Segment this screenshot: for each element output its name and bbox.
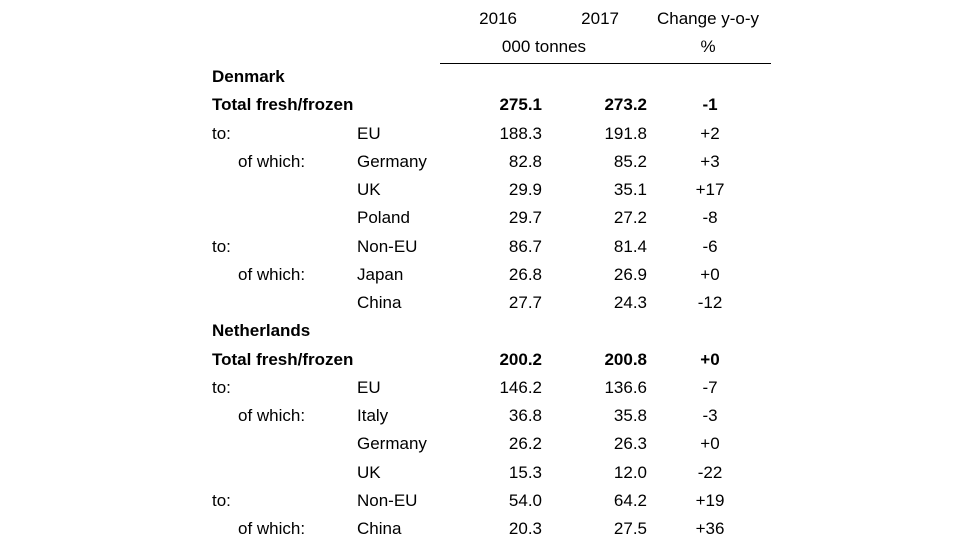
value-2017: 27.5 [613,519,647,538]
change-yoy: +36 [695,519,725,538]
value-2017: 136.6 [604,377,647,397]
value-2016: 36.8 [508,406,542,425]
change-yoy: +3 [700,151,720,171]
row-label: Total fresh/frozen [212,349,354,369]
table-row: UK 29.9 35.1 +17 [0,176,978,204]
value-2017: 85.2 [613,151,647,171]
destination: China [357,293,402,312]
country-name: Denmark [212,67,285,86]
value-2017: 35.1 [613,180,647,199]
header-rule [440,63,771,64]
destination: Non-EU [357,236,418,256]
value-2016: 200.2 [499,349,542,369]
value-2017: 200.8 [604,349,647,369]
value-2016: 20.3 [508,519,542,538]
table-row: UK 15.3 12.0 -22 [0,459,978,487]
table-row: to: Non-EU 54.0 64.2 +19 [0,487,978,515]
destination: Non-EU [357,490,418,510]
change-yoy: -3 [702,406,718,425]
destination: EU [357,123,381,143]
change-yoy: -12 [697,293,723,312]
country-name: Netherlands [212,321,311,341]
destination: China [357,519,402,538]
destination: Germany [357,151,427,171]
change-yoy: +17 [695,180,725,199]
change-yoy: -7 [702,377,718,397]
country-heading: Netherlands [0,317,978,345]
change-yoy: +19 [695,490,725,510]
value-2016: 26.8 [508,264,542,284]
row-label: to: [212,490,231,510]
header-change: Change y-o-y [656,9,760,28]
table-row: China 27.7 24.3 -12 [0,289,978,317]
destination: Germany [357,434,427,454]
value-2017: 24.3 [613,293,647,312]
country-heading: Denmark [0,63,978,91]
value-2017: 35.8 [613,406,647,425]
row-label: Total fresh/frozen [212,95,354,115]
header-unit: 000 tonnes [501,37,587,56]
row-label: of which: [238,264,306,284]
value-2016: 82.8 [508,151,542,171]
value-2016: 188.3 [499,123,542,143]
header-year-2016: 2016 [479,9,517,28]
table-row: Germany 26.2 26.3 +0 [0,430,978,458]
row-label: of which: [238,151,306,171]
change-yoy: -1 [702,95,718,115]
table-row: of which: Italy 36.8 35.8 -3 [0,402,978,430]
change-yoy: +0 [700,434,720,454]
value-2016: 15.3 [508,462,542,482]
value-2017: 12.0 [613,462,647,482]
table-row: of which: Germany 82.8 85.2 +3 [0,148,978,176]
destination: UK [357,180,381,199]
row-label: to: [212,123,231,143]
total-row: Total fresh/frozen 200.2 200.8 +0 [0,346,978,374]
value-2016: 29.7 [508,208,542,228]
value-2017: 273.2 [604,95,647,115]
change-yoy: -8 [702,208,718,228]
value-2017: 191.8 [604,123,647,143]
destination: EU [357,377,381,397]
change-yoy: +0 [700,349,720,369]
value-2017: 26.3 [613,434,647,454]
table-row: Poland 29.7 27.2 -8 [0,204,978,232]
table-row: to: EU 146.2 136.6 -7 [0,374,978,402]
change-yoy: -22 [697,462,723,482]
value-2016: 146.2 [499,377,542,397]
change-yoy: -6 [702,236,718,256]
table-row: to: Non-EU 86.7 81.4 -6 [0,233,978,261]
table-row: of which: Japan 26.8 26.9 +0 [0,261,978,289]
header-year-2017: 2017 [581,9,619,28]
header-change-unit: % [700,37,716,56]
destination: Poland [357,208,410,228]
value-2016: 27.7 [508,293,542,312]
change-yoy: +0 [700,264,720,284]
row-label: to: [212,236,231,256]
change-yoy: +2 [700,123,720,143]
value-2016: 54.0 [508,490,542,510]
value-2017: 64.2 [613,490,647,510]
value-2016: 26.2 [508,434,542,454]
value-2016: 86.7 [508,236,542,256]
value-2017: 81.4 [613,236,647,256]
row-label: of which: [238,519,306,538]
row-label: of which: [238,406,306,425]
value-2016: 29.9 [508,180,542,199]
value-2017: 26.9 [613,264,647,284]
destination: Italy [357,406,389,425]
row-label: to: [212,377,231,397]
table-row: of which: China 20.3 27.5 +36 [0,515,978,543]
total-row: Total fresh/frozen 275.1 273.2 -1 [0,91,978,119]
value-2017: 27.2 [613,208,647,228]
table-row: to: EU 188.3 191.8 +2 [0,120,978,148]
value-2016: 275.1 [499,95,542,115]
destination: UK [357,462,381,482]
destination: Japan [357,264,404,284]
